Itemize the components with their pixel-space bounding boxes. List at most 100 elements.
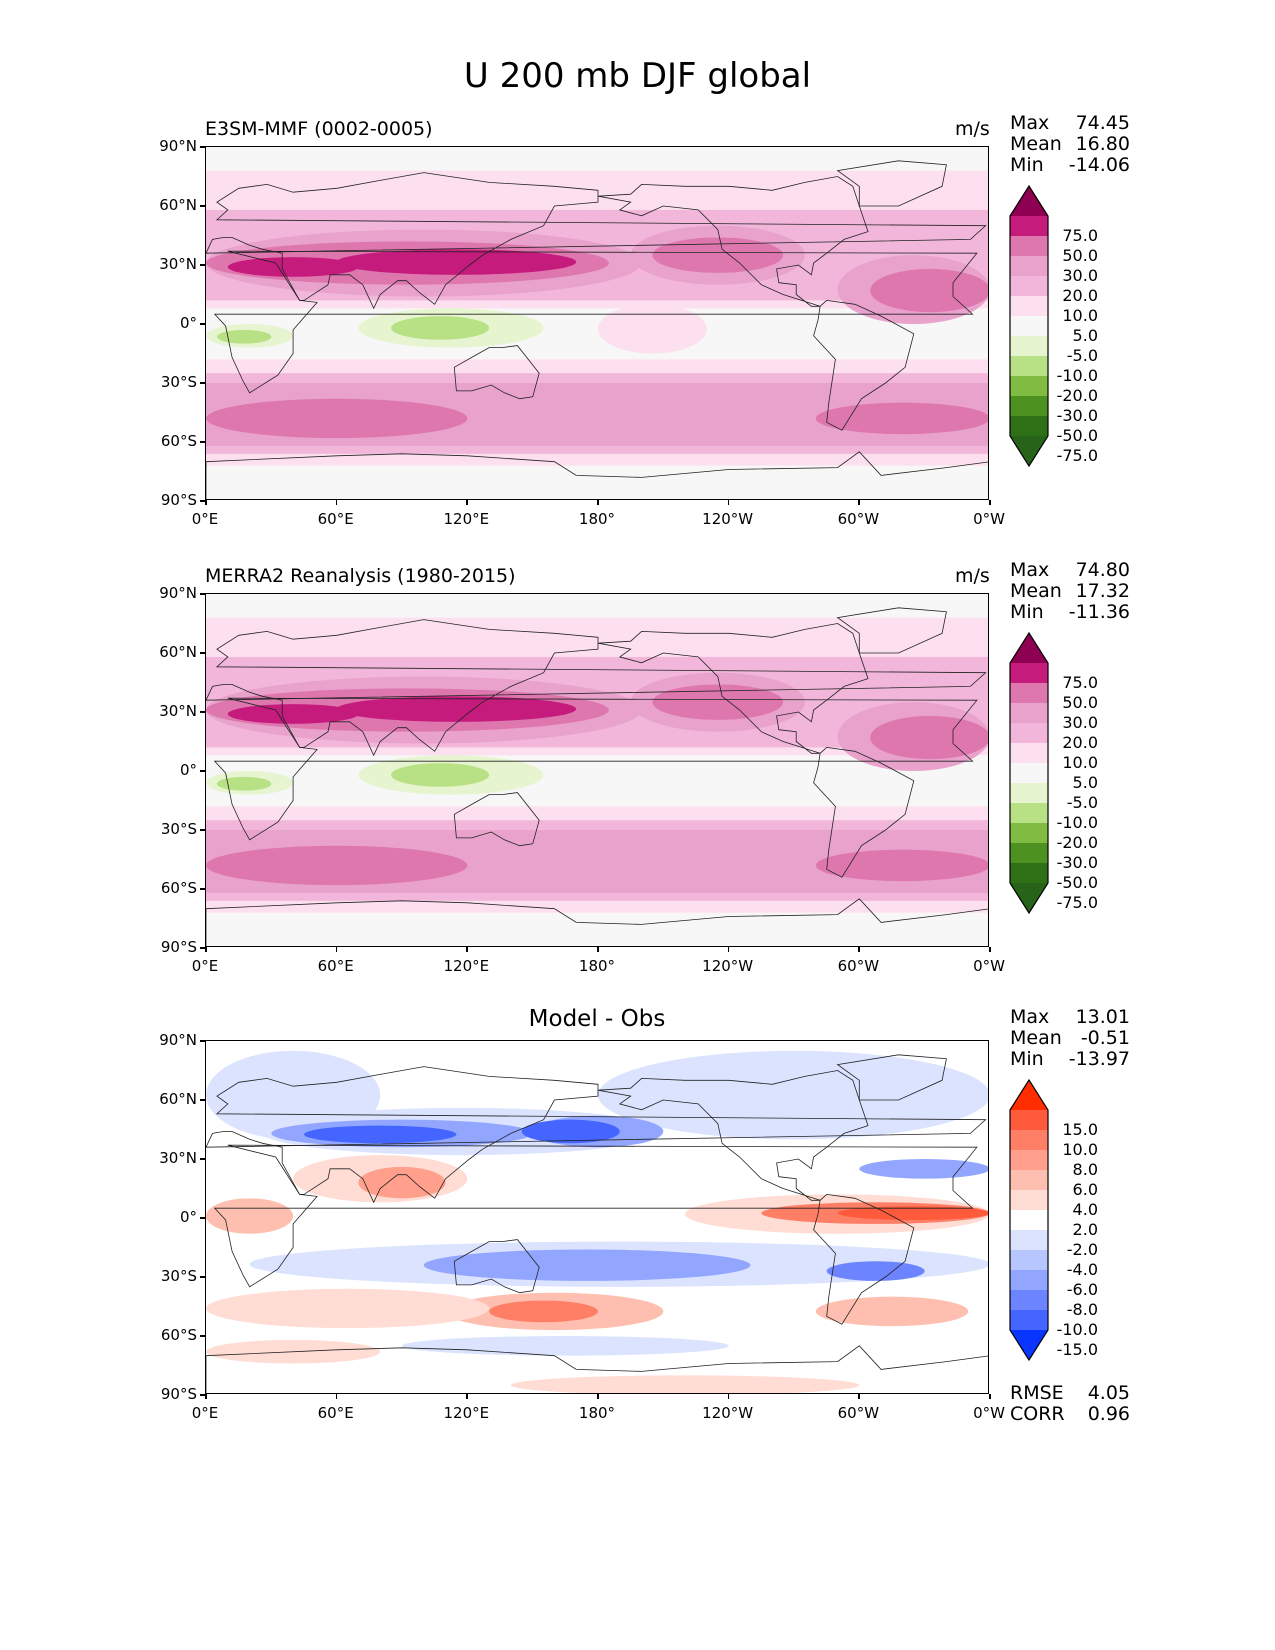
x-tick-label: 60°W: [837, 957, 880, 975]
x-tick-mark: [727, 1394, 730, 1399]
colorbar-extend-top: [1010, 186, 1048, 216]
x-tick-label: 60°E: [317, 1404, 354, 1422]
y-tick-mark: [200, 1158, 205, 1160]
map-field-diff: [206, 1041, 988, 1393]
coastline-greenland: [836, 160, 947, 207]
x-tick-label: 120°E: [443, 957, 490, 975]
neg-core-asia: [304, 1125, 457, 1144]
panel-title: MERRA2 Reanalysis (1980-2015): [205, 565, 516, 587]
y-tick-mark: [200, 1335, 205, 1337]
neg-sh-atlantic: [826, 1261, 925, 1281]
colorbar-label: 10.0: [1062, 1140, 1098, 1159]
colorbar-seg: [1010, 296, 1048, 317]
colorbar-label: -50.0: [1056, 873, 1098, 892]
colorbar-extend-bottom: [1010, 883, 1048, 913]
coastline-namerica: [597, 1070, 869, 1201]
x-tick-label: 0°W: [973, 1404, 1005, 1422]
pos-amazon-core: [837, 1206, 988, 1220]
colorbar-seg: [1010, 803, 1048, 824]
colorbar-label: 75.0: [1062, 673, 1098, 692]
x-tick-mark: [597, 1394, 599, 1399]
colorbar-label: -10.0: [1056, 366, 1098, 385]
colorbar-seg: [1010, 863, 1048, 884]
y-tick-mark: [200, 382, 205, 384]
colorbar-label: 8.0: [1072, 1160, 1098, 1179]
figure-title: U 200 mb DJF global: [463, 56, 812, 96]
map-field-test: [206, 147, 988, 499]
atl-jet: [870, 715, 988, 760]
stat-label-min: Min: [1010, 1048, 1044, 1070]
y-tick-label: 30°N: [159, 1149, 197, 1167]
coastline-antarctica: [206, 898, 988, 946]
colorbar-seg: [1010, 276, 1048, 297]
map-diff: [205, 1040, 989, 1394]
y-tick-mark: [200, 593, 205, 595]
colorbar-label: 50.0: [1062, 693, 1098, 712]
x-tick-label: 0°E: [191, 510, 219, 528]
x-tick-label: 0°E: [191, 957, 219, 975]
colorbar-label: -75.0: [1056, 446, 1098, 465]
coastline-samerica: [813, 746, 915, 878]
coastlines: [206, 607, 988, 946]
y-tick-label: 30°S: [160, 1267, 197, 1285]
colorbar-label: -6.0: [1066, 1280, 1098, 1299]
x-tick-mark: [989, 500, 991, 505]
colorbar-extend-top: [1010, 1080, 1048, 1110]
y-tick-mark: [200, 441, 205, 443]
colorbar-label: -20.0: [1056, 833, 1098, 852]
stat-label-min: Min: [1010, 601, 1044, 623]
x-tick-mark: [335, 1394, 338, 1399]
colorbar-seg: [1010, 396, 1048, 417]
colorbar-seg: [1010, 1150, 1048, 1171]
x-tick-label: 120°W: [702, 957, 754, 975]
colorbar-label: -10.0: [1056, 1320, 1098, 1339]
colorbar-label: -30.0: [1056, 406, 1098, 425]
colorbar-seg: [1010, 356, 1048, 377]
colorbar-label: -30.0: [1056, 853, 1098, 872]
colorbar-seg: [1010, 1290, 1048, 1311]
colorbar-test: [1009, 184, 1049, 468]
colorbar-seg: [1010, 683, 1048, 704]
x-tick-mark: [858, 1394, 860, 1399]
stat-value-max: 74.80: [1075, 559, 1130, 581]
y-tick-label: 0°: [179, 314, 197, 332]
jet-core-africa: [227, 704, 359, 724]
colorbar-label: -8.0: [1066, 1300, 1098, 1319]
jet-core-asia: [336, 696, 577, 722]
colorbar-label: -2.0: [1066, 1240, 1098, 1259]
stat-value-mean: -0.51: [1080, 1027, 1130, 1049]
colorbar-seg: [1010, 663, 1048, 684]
na-jet: [652, 237, 784, 273]
y-tick-mark: [200, 947, 205, 949]
colorbar-label: -4.0: [1066, 1260, 1098, 1279]
sh-jet-indian: [206, 398, 468, 439]
x-tick-label: 0°W: [973, 957, 1005, 975]
colorbar-seg: [1010, 783, 1048, 804]
x-tick-mark: [597, 947, 599, 952]
colorbar-label: -75.0: [1056, 893, 1098, 912]
pos-sh-core: [489, 1300, 598, 1323]
colorbar-outline: [1009, 631, 1049, 915]
stat-value-mean: 17.32: [1075, 580, 1130, 602]
x-tick-mark: [989, 1394, 991, 1399]
colorbar-label: -10.0: [1056, 813, 1098, 832]
colorbar-extend-top: [1010, 633, 1048, 663]
sh-jet-atlantic: [815, 402, 988, 435]
x-tick-mark: [466, 500, 468, 505]
eq-pacific-westerlies: [598, 304, 707, 354]
y-tick-mark: [200, 652, 205, 654]
stat-value-min: -11.36: [1068, 601, 1130, 623]
colorbar-label: 6.0: [1072, 1180, 1098, 1199]
x-tick-mark: [205, 1394, 207, 1399]
stat-label-max: Max: [1010, 112, 1050, 134]
x-tick-mark: [858, 500, 860, 505]
pos-south-pole: [510, 1375, 860, 1393]
x-tick-label: 180°: [578, 1404, 616, 1422]
y-tick-mark: [200, 323, 205, 325]
coastline-antarctica: [206, 1345, 988, 1393]
stat-label-corr: CORR: [1010, 1403, 1065, 1425]
colorbar-seg: [1010, 703, 1048, 724]
colorbar-label: -15.0: [1056, 1340, 1098, 1359]
y-tick-mark: [200, 1394, 205, 1396]
colorbar-seg: [1010, 1130, 1048, 1151]
